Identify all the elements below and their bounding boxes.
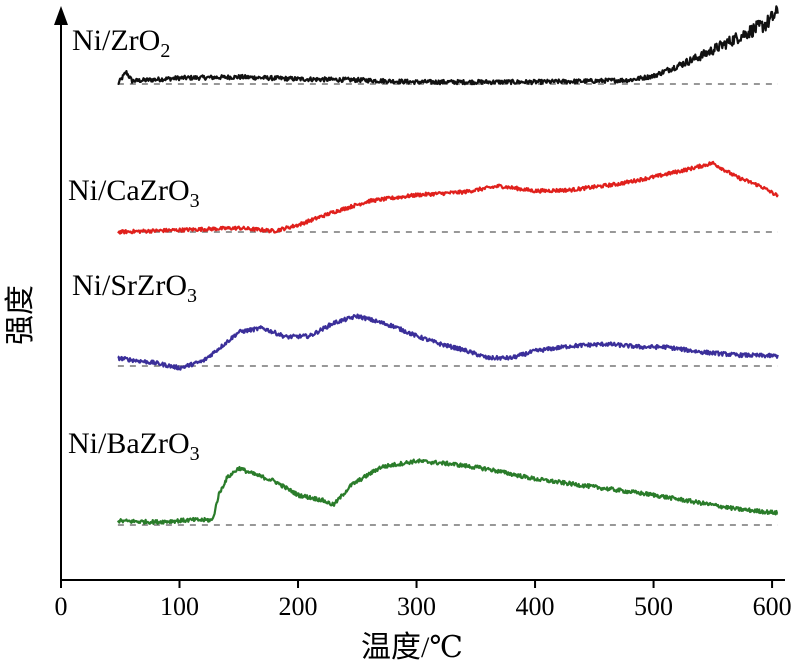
series-label-1: Ni/CaZrO3 [68,174,200,212]
series-labels: Ni/ZrO2 Ni/CaZrO3 Ni/SrZrO3 Ni/BaZrO3 [68,24,200,465]
x-tick-label: 300 [397,592,436,621]
series-label-3: Ni/BaZrO3 [68,427,200,465]
series-label-2: Ni/SrZrO3 [72,269,197,307]
x-tick-label: 200 [279,592,318,621]
series-line-1 [117,160,779,235]
x-tick-label: 600 [753,592,792,621]
baselines [117,83,778,526]
series-label-0: Ni/ZrO2 [72,24,170,62]
series-lines [116,5,779,526]
x-tick-label: 0 [55,592,68,621]
x-tick-label: 500 [634,592,673,621]
y-axis-title: 强度 [4,285,37,345]
x-tick-label: 100 [160,592,199,621]
x-axis-title: 温度/℃ [361,631,463,664]
x-ticks: 0 100 200 300 400 500 600 [55,580,792,621]
series-line-3 [116,458,779,526]
series-line-0 [117,5,779,86]
series-line-2 [117,313,779,371]
x-tick-label: 400 [516,592,555,621]
y-axis-arrow-icon [54,6,68,25]
